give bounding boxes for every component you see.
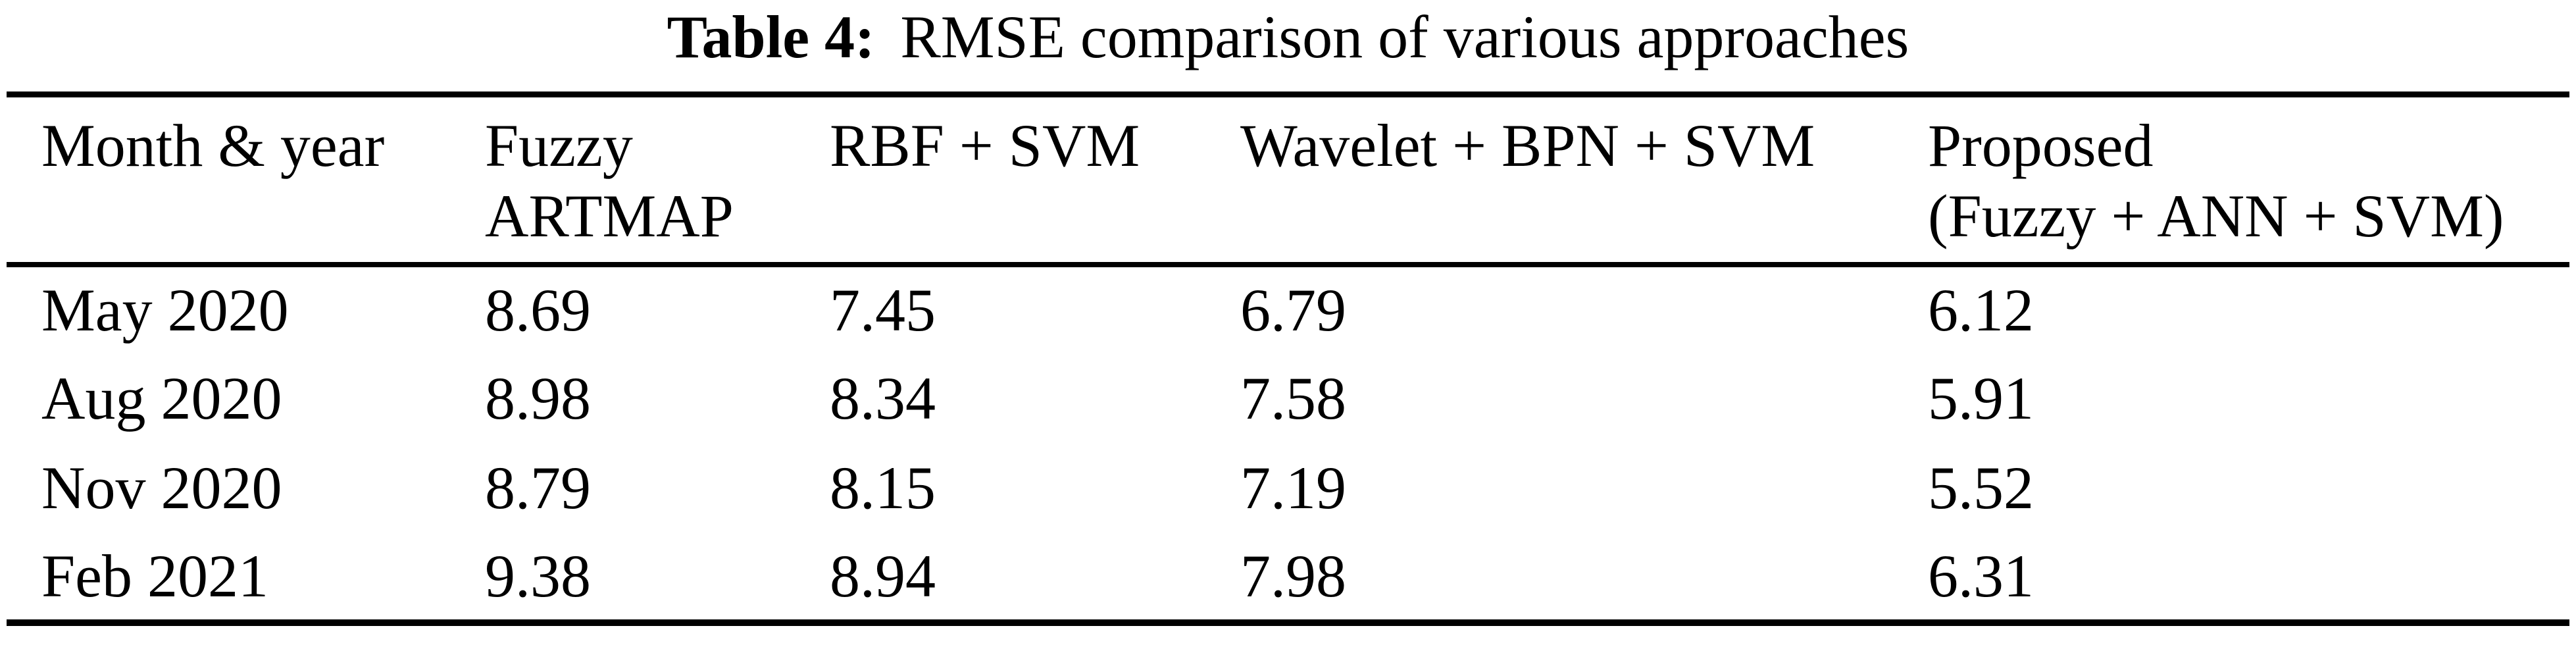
cell-fuzzy-artmap: 8.69 [485, 276, 591, 344]
table-row: Nov 2020 8.79 8.15 7.19 5.52 [7, 444, 2569, 533]
cell-fuzzy-artmap: 8.79 [485, 454, 591, 522]
column-header-rbf-svm: RBF + SVM [830, 94, 1240, 267]
cell-rbf-svm: 8.34 [830, 365, 936, 432]
cell-wavelet-bpn-svm: 7.19 [1240, 454, 1346, 522]
cell-rbf-svm: 8.15 [830, 454, 936, 522]
cell-month: Nov 2020 [41, 454, 282, 522]
column-header-wavelet-bpn-svm: Wavelet + BPN + SVM [1240, 94, 1928, 267]
cell-wavelet-bpn-svm: 6.79 [1240, 276, 1346, 344]
cell-proposed: 5.52 [1928, 454, 2034, 522]
table-caption-label: Table 4: [667, 3, 875, 70]
cell-rbf-svm: 7.45 [830, 276, 936, 344]
table-header-row: Month & year Fuzzy ARTMAP RBF + SVM Wave… [7, 94, 2569, 267]
cell-rbf-svm: 8.94 [830, 542, 936, 610]
rmse-comparison-table: Month & year Fuzzy ARTMAP RBF + SVM Wave… [7, 91, 2569, 626]
table-row: Feb 2021 9.38 8.94 7.98 6.31 [7, 533, 2569, 623]
table-caption: Table 4: RMSE comparison of various appro… [0, 3, 2576, 72]
cell-wavelet-bpn-svm: 7.98 [1240, 542, 1346, 610]
cell-month: May 2020 [41, 276, 289, 344]
cell-proposed: 5.91 [1928, 365, 2034, 432]
cell-month: Feb 2021 [41, 542, 268, 610]
cell-fuzzy-artmap: 8.98 [485, 365, 591, 432]
cell-proposed: 6.12 [1928, 276, 2034, 344]
table-caption-text: RMSE comparison of various approaches [900, 3, 1909, 70]
table-row: May 2020 8.69 7.45 6.79 6.12 [7, 265, 2569, 354]
cell-wavelet-bpn-svm: 7.58 [1240, 365, 1346, 432]
column-header-fuzzy-artmap: Fuzzy ARTMAP [485, 94, 830, 267]
cell-proposed: 6.31 [1928, 542, 2034, 610]
column-header-month-year: Month & year [7, 94, 485, 267]
table-row: Aug 2020 8.98 8.34 7.58 5.91 [7, 354, 2569, 444]
cell-month: Aug 2020 [41, 365, 282, 432]
cell-fuzzy-artmap: 9.38 [485, 542, 591, 610]
column-header-proposed: Proposed (Fuzzy + ANN + SVM) [1928, 94, 2569, 267]
